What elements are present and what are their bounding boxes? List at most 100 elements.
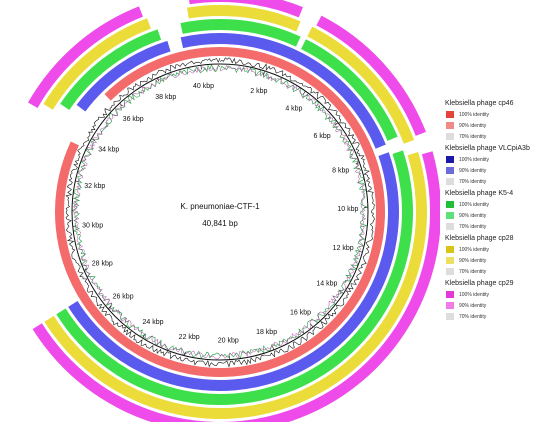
legend-group: Klebsiella phage cp28 100% identity 90% id… (445, 235, 550, 277)
legend-color-swatch (446, 302, 454, 309)
genome-backbone-circle (71, 63, 369, 361)
legend-color-swatch (446, 122, 454, 129)
tick-label: 34 kbp (98, 147, 119, 154)
ring-segment-K5-4-4 (180, 19, 220, 34)
ring-segment-K5-4-1 (301, 39, 398, 141)
legend-color-swatch (446, 223, 454, 230)
tick-label: 4 kbp (285, 106, 302, 113)
genome-name: K. pneumoniae-CTF-1 (180, 202, 260, 211)
tick-mark (263, 70, 266, 75)
tick-label: 20 kbp (218, 338, 239, 345)
legend-item-label: 90% identity (459, 212, 487, 219)
legend-item-label: 70% identity (459, 223, 487, 230)
tick-mark (142, 334, 145, 339)
legend-item-label: 70% identity (459, 313, 487, 320)
legend-item-label: 90% identity (459, 257, 487, 264)
gc-content-tracks (65, 57, 375, 368)
tick-label: 12 kbp (333, 245, 354, 252)
tick-mark (75, 180, 80, 183)
tick-label: 10 kbp (337, 206, 358, 213)
legend-item: 100% identity (445, 154, 550, 165)
legend-item-label: 100% identity (459, 246, 490, 253)
legend-color-swatch (446, 111, 454, 118)
ring-segment-cp28-4 (186, 5, 220, 19)
tick-mark (272, 346, 275, 350)
legend-item-label: 100% identity (459, 111, 490, 118)
gc-skew-negative-track (72, 64, 367, 360)
tick-mark (119, 102, 123, 107)
legend-item: 100% identity (445, 199, 550, 210)
legend-item: 70% identity (445, 266, 550, 277)
tick-mark (184, 351, 186, 356)
tick-label: 16 kbp (290, 310, 311, 317)
legend-item: 70% identity (445, 131, 550, 142)
tick-label: 26 kbp (113, 294, 134, 301)
ring-segment-VLCpiA3b-3 (180, 33, 220, 49)
tick-label: 30 kbp (82, 222, 103, 229)
tick-mark (355, 162, 360, 165)
tick-mark (358, 250, 363, 253)
legend-group-title: Klebsiella phage cp28 (445, 235, 514, 242)
legend-item: 100% identity (445, 289, 550, 300)
legend-item: 70% identity (445, 221, 550, 232)
legend-item-label: 70% identity (459, 268, 487, 275)
legend-group-title: Klebsiella phage cp29 (445, 280, 514, 287)
tick-label: 14 kbp (316, 281, 337, 288)
ring-segment-VLCpiA3b-2 (76, 40, 171, 112)
legend-color-swatch (446, 201, 454, 208)
tick-mark (334, 122, 339, 126)
ring-segment-cp46-1 (104, 47, 220, 101)
ring-segment-cp29-1 (316, 15, 426, 136)
gc-skew-positive-track (72, 63, 368, 360)
legend-item: 90% identity (445, 210, 550, 221)
legend-color-swatch (446, 291, 454, 298)
ring-segment-cp46-0 (55, 47, 386, 378)
legend-color-swatch (446, 212, 454, 219)
tick-label: 32 kbp (84, 183, 105, 190)
ring-segment-VLCpiA3b-0 (220, 33, 386, 149)
tick-mark (91, 138, 96, 141)
tick-label: 36 kbp (123, 116, 144, 123)
legend-color-swatch (446, 268, 454, 275)
legend-color-swatch (446, 178, 454, 185)
legend-group-title: Klebsiella phage VLCpiA3b (445, 145, 530, 152)
legend-color-swatch (446, 133, 454, 140)
tick-label: 40 kbp (193, 83, 214, 90)
tick-label: 28 kbp (92, 260, 113, 267)
tick-label: 2 kbp (250, 88, 267, 95)
tick-mark (83, 268, 88, 271)
legend-color-swatch (446, 313, 454, 320)
legend-item: 90% identity (445, 300, 550, 311)
legend-item: 100% identity (445, 244, 550, 255)
legend-item: 100% identity (445, 109, 550, 120)
legend-item: 90% identity (445, 120, 550, 131)
tick-label: 22 kbp (179, 334, 200, 341)
legend-item-label: 70% identity (459, 178, 487, 185)
legend-group: Klebsiella phage cp46 100% identity 90% id… (445, 100, 550, 142)
ring-segment-cp28-1 (307, 26, 415, 144)
identity-legend: Klebsiella phage cp46 100% identity 90% id… (445, 100, 550, 325)
tick-label: 18 kbp (256, 329, 277, 336)
legend-item: 70% identity (445, 176, 550, 187)
ring-segment-cp29-0 (220, 0, 303, 18)
legend-group-title: Klebsiella phage cp46 (445, 100, 514, 107)
legend-color-swatch (446, 156, 454, 163)
tick-label: 8 kbp (332, 167, 349, 174)
legend-group: Klebsiella phage VLCpiA3b 100% identity 90… (445, 145, 550, 187)
tick-label: 24 kbp (142, 319, 163, 326)
legend-item-label: 90% identity (459, 167, 487, 174)
ring-segment-K5-4-0 (220, 19, 301, 47)
ring-segment-cp28-2 (44, 152, 428, 420)
tick-mark (310, 323, 314, 328)
tick-label: 6 kbp (314, 133, 331, 140)
legend-color-swatch (446, 167, 454, 174)
legend-item-label: 70% identity (459, 133, 487, 140)
legend-color-swatch (446, 257, 454, 264)
legend-item-label: 90% identity (459, 302, 487, 309)
tick-mark (157, 77, 160, 82)
tick-mark (107, 305, 112, 309)
legend-item-label: 100% identity (459, 201, 490, 208)
tick-labels: 2 kbp 4 kbp 6 kbp 8 kbp 10 kbp 12 kbp 14 kbp 16… (72, 65, 368, 360)
tick-label: 38 kbp (155, 94, 176, 101)
legend-group: Klebsiella phage K5-4 100% identity 90% id… (445, 190, 550, 232)
